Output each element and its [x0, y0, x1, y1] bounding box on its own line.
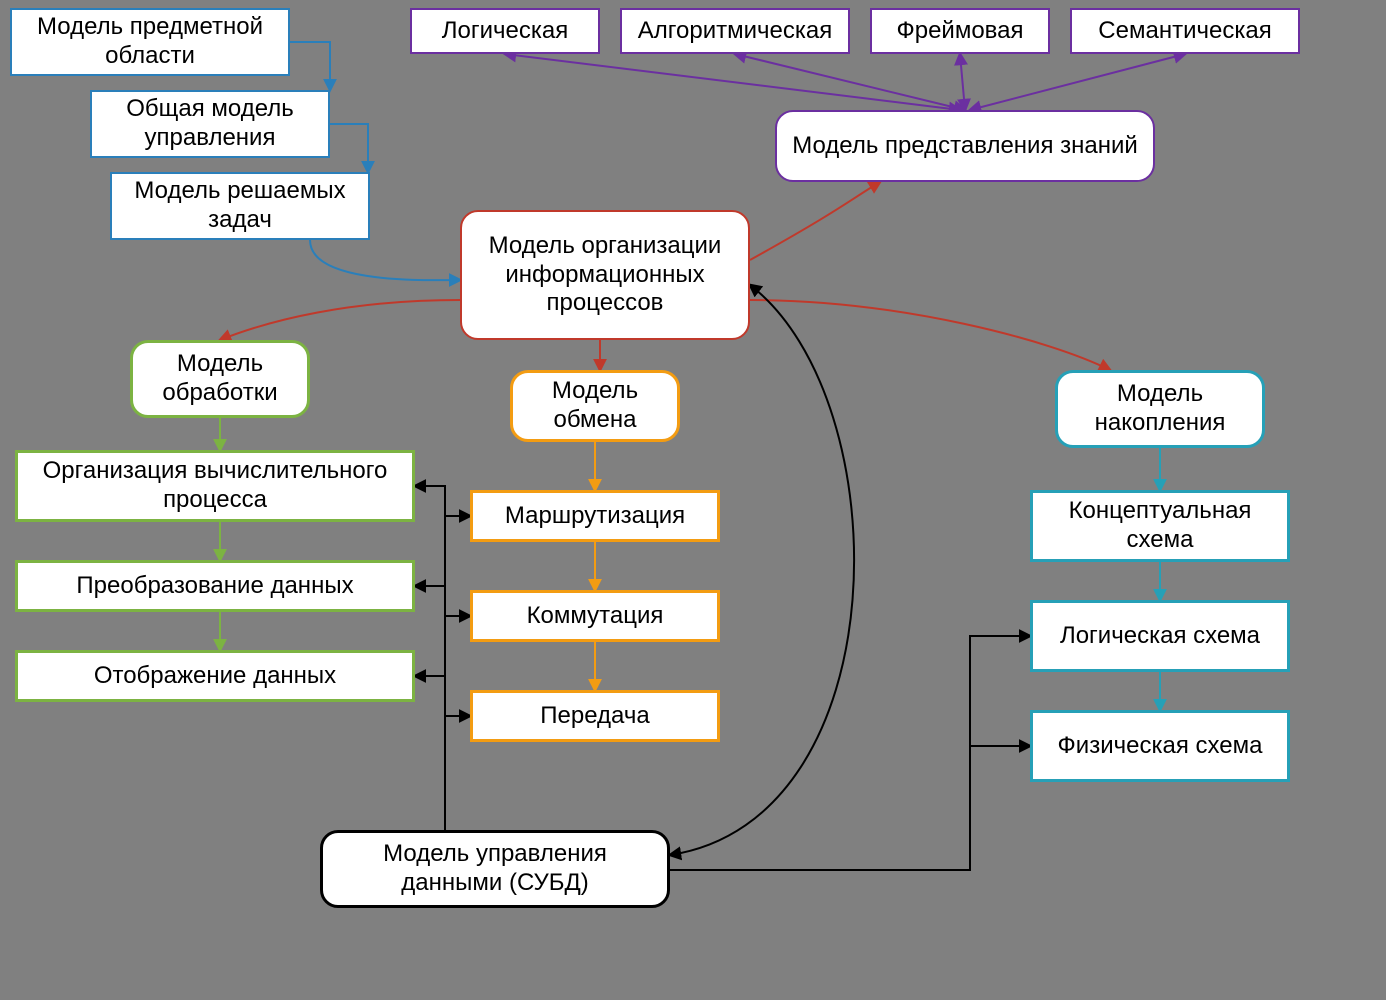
edge: [220, 300, 460, 340]
node-n8: Модель представления знаний: [775, 110, 1155, 182]
node-n3: Модель решаемых задач: [110, 172, 370, 240]
edge: [310, 240, 460, 280]
edge: [970, 54, 1185, 110]
node-n14: Модель обмена: [510, 370, 680, 442]
edge: [505, 54, 960, 110]
edge: [735, 54, 965, 110]
node-n2: Общая модель управления: [90, 90, 330, 158]
node-n21: Физическая схема: [1030, 710, 1290, 782]
node-n9: Модель организации информационных процес…: [460, 210, 750, 340]
node-n11: Организация вычислительного процесса: [15, 450, 415, 522]
node-n17: Передача: [470, 690, 720, 742]
node-n1: Модель предметной области: [10, 8, 290, 76]
edge: [415, 486, 445, 870]
node-n12: Преобразование данных: [15, 560, 415, 612]
edge: [670, 636, 1030, 870]
node-n16: Коммутация: [470, 590, 720, 642]
node-n7: Семантическая: [1070, 8, 1300, 54]
node-n15: Маршрутизация: [470, 490, 720, 542]
node-n5: Алгоритмическая: [620, 8, 850, 54]
node-n19: Концептуальная схема: [1030, 490, 1290, 562]
node-n10: Модель обработки: [130, 340, 310, 418]
node-n18: Модель накопления: [1055, 370, 1265, 448]
node-n6: Фреймовая: [870, 8, 1050, 54]
node-n4: Логическая: [410, 8, 600, 54]
node-n20: Логическая схема: [1030, 600, 1290, 672]
edge: [330, 124, 368, 172]
edge: [750, 300, 1110, 370]
node-n22: Модель управления данными (СУБД): [320, 830, 670, 908]
edge: [290, 42, 330, 90]
edge: [750, 182, 880, 260]
edge: [960, 54, 965, 110]
node-n13: Отображение данных: [15, 650, 415, 702]
edge: [670, 285, 854, 855]
